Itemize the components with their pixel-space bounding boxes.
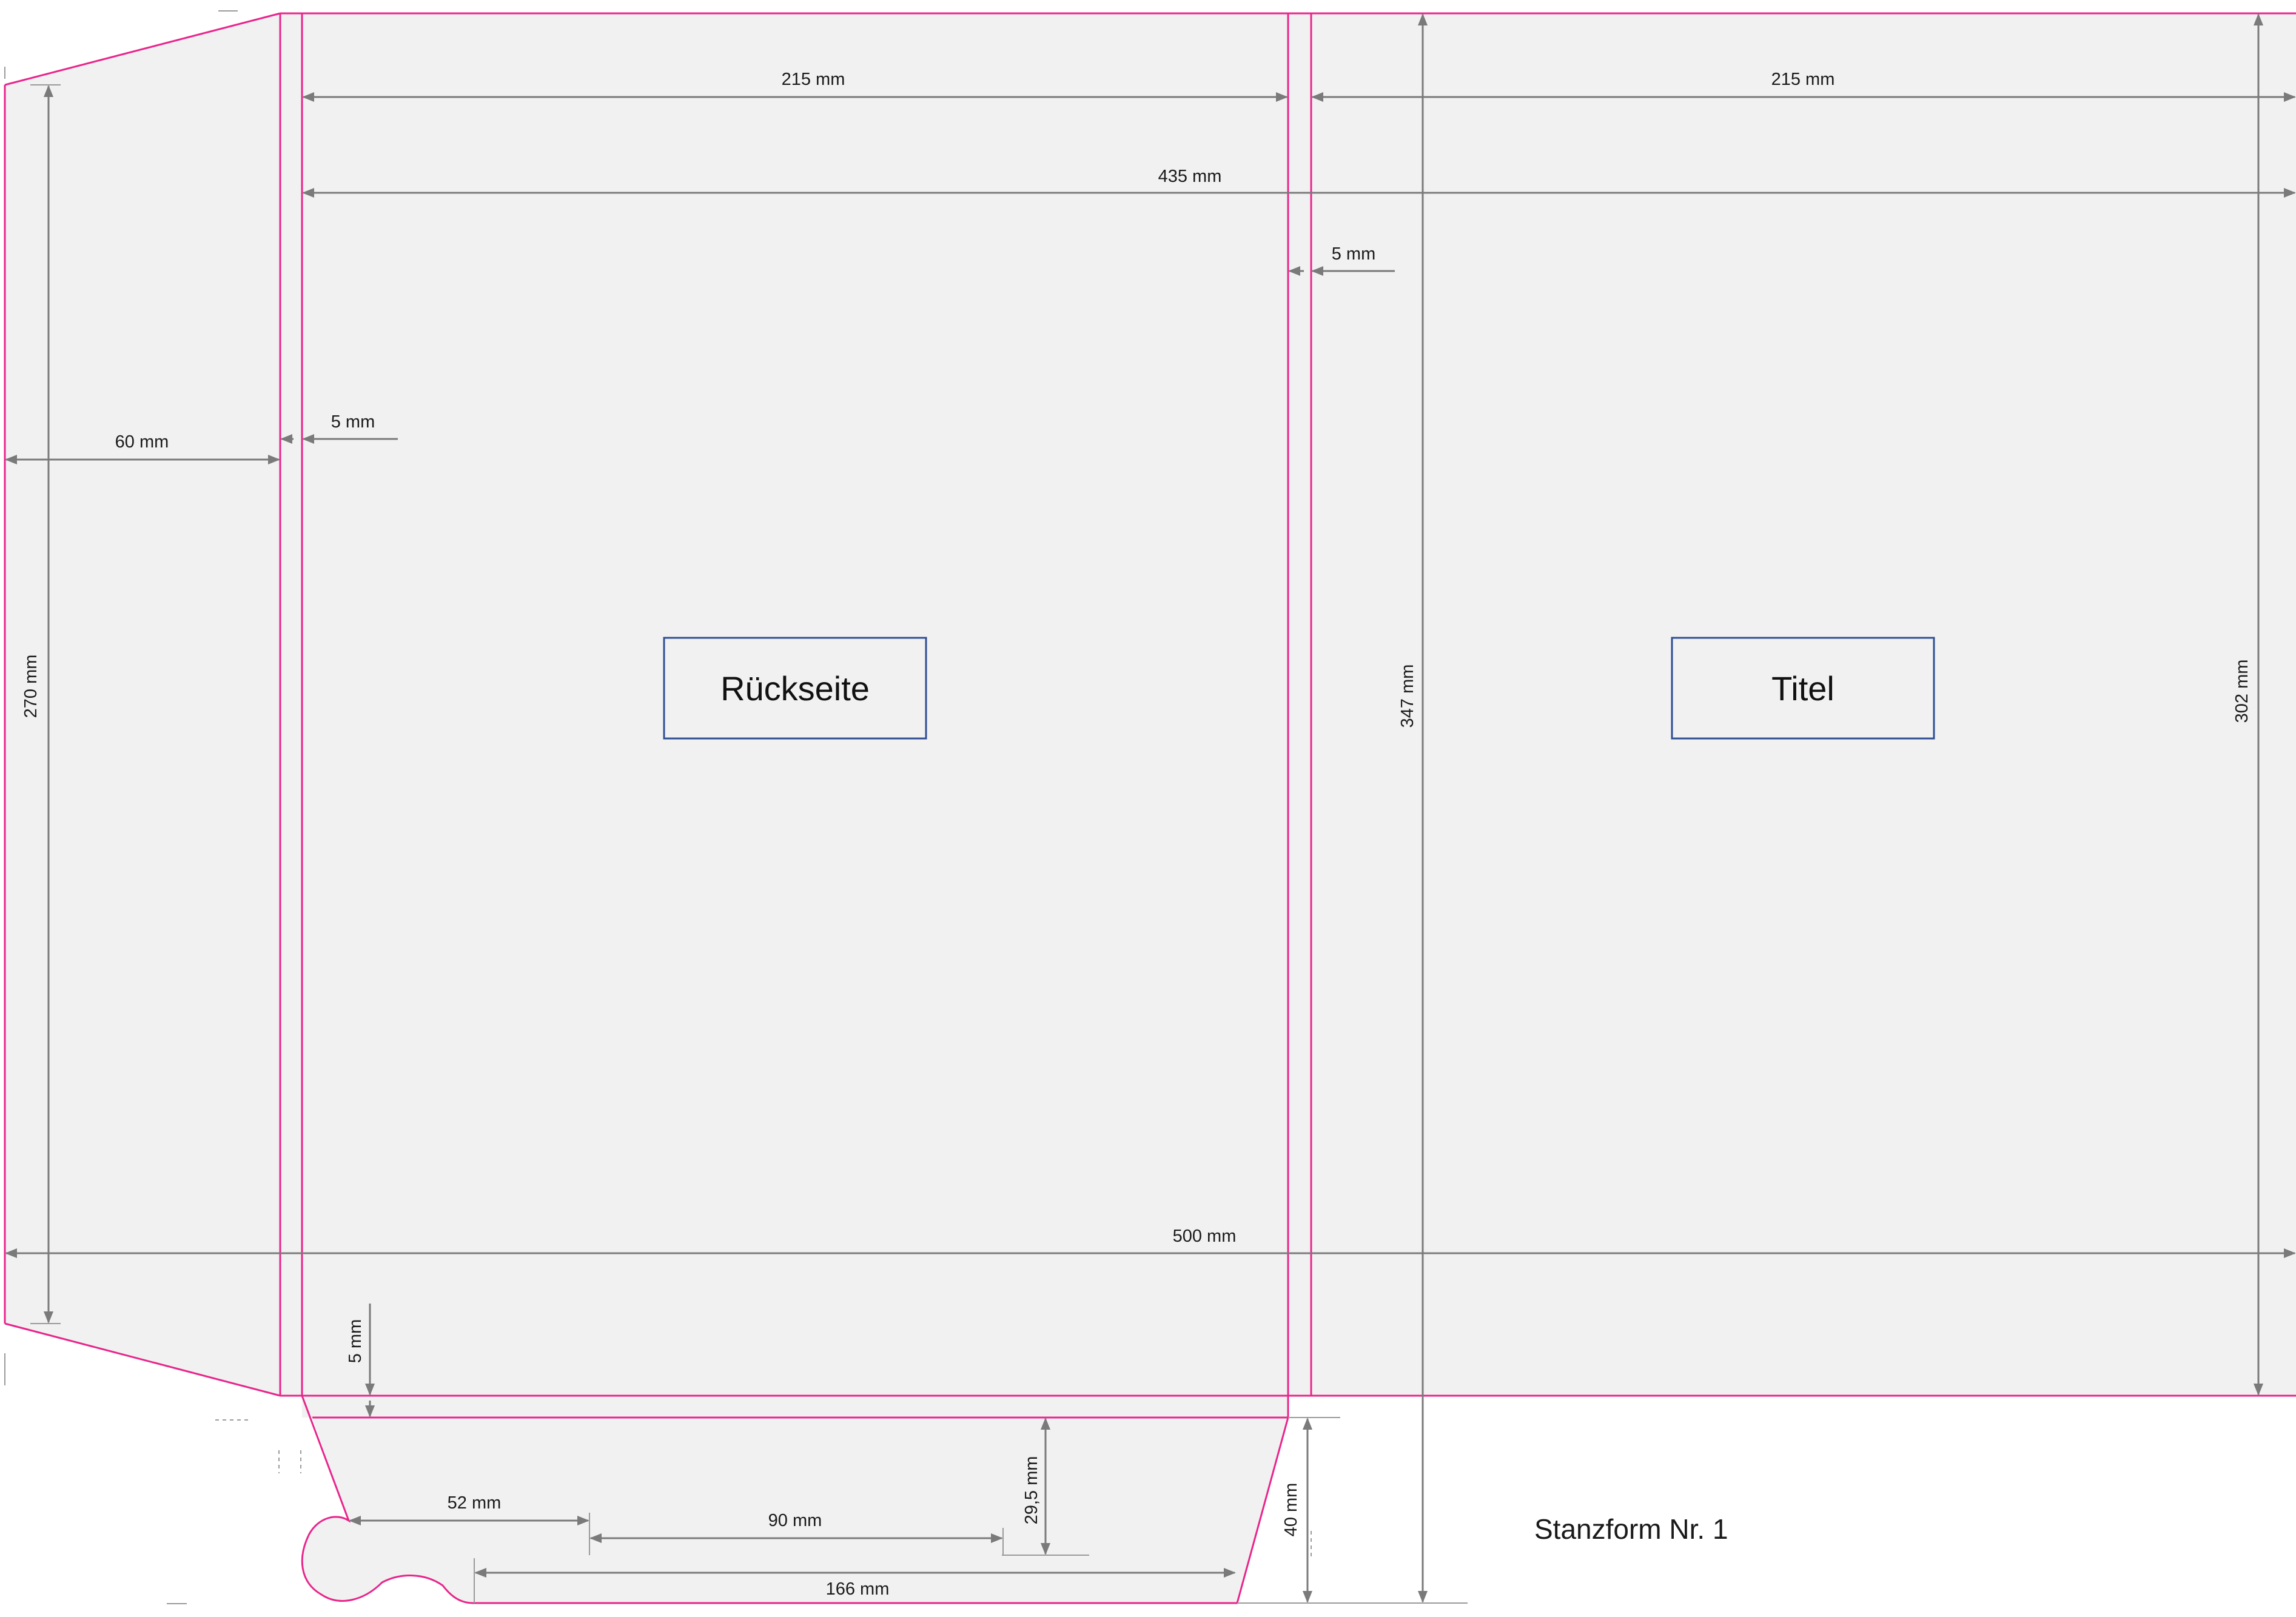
diagram-title: Stanzform Nr. 1 — [1534, 1513, 1728, 1545]
dim-total-height-label: 347 mm — [1398, 665, 1417, 728]
dim-total-without-flap-label: 435 mm — [1158, 167, 1222, 186]
cut-lines — [4, 12, 2296, 1604]
dim-front-width-label: 215 mm — [1771, 70, 1835, 89]
spine-gap — [1288, 13, 1311, 1396]
left-gap — [280, 13, 302, 1396]
flap-bottom-edge — [4, 1322, 281, 1397]
dim-slot-length-label: 90 mm — [768, 1511, 822, 1530]
front-label: Titel — [1771, 669, 1834, 708]
dim-flap-height-label: 270 mm — [21, 655, 41, 718]
dim-spine-gap-label: 5 mm — [1332, 244, 1376, 264]
dim-panel-height-label: 302 mm — [2232, 660, 2252, 723]
flap-top-edge — [4, 12, 281, 86]
back-label-box: Rückseite — [663, 637, 927, 740]
dim-left-gap-label: 5 mm — [331, 412, 375, 432]
dim-total-width-label: 500 mm — [1173, 1227, 1237, 1246]
dimensions: 215 mm 215 mm 435 mm 5 mm 60 mm 5 mm 270… — [4, 10, 2296, 1604]
dim-slot-offset-label: 52 mm — [448, 1493, 502, 1513]
panel-fills — [5, 13, 2296, 1603]
dim-pocket-height-label: 40 mm — [1281, 1483, 1301, 1537]
front-label-box: Titel — [1671, 637, 1935, 740]
left-flap — [5, 13, 280, 1396]
bottom-gap-strip — [302, 1396, 1288, 1418]
dim-pocket-width-label: 166 mm — [826, 1579, 890, 1599]
dim-pocket-depth-label: 29,5 mm — [1022, 1456, 1041, 1525]
back-label: Rückseite — [720, 669, 870, 708]
dim-flap-width-label: 60 mm — [115, 432, 169, 452]
dim-back-width-label: 215 mm — [782, 70, 845, 89]
dim-bottom-gap-label: 5 mm — [346, 1319, 365, 1364]
pocket-outline — [301, 1395, 1289, 1604]
